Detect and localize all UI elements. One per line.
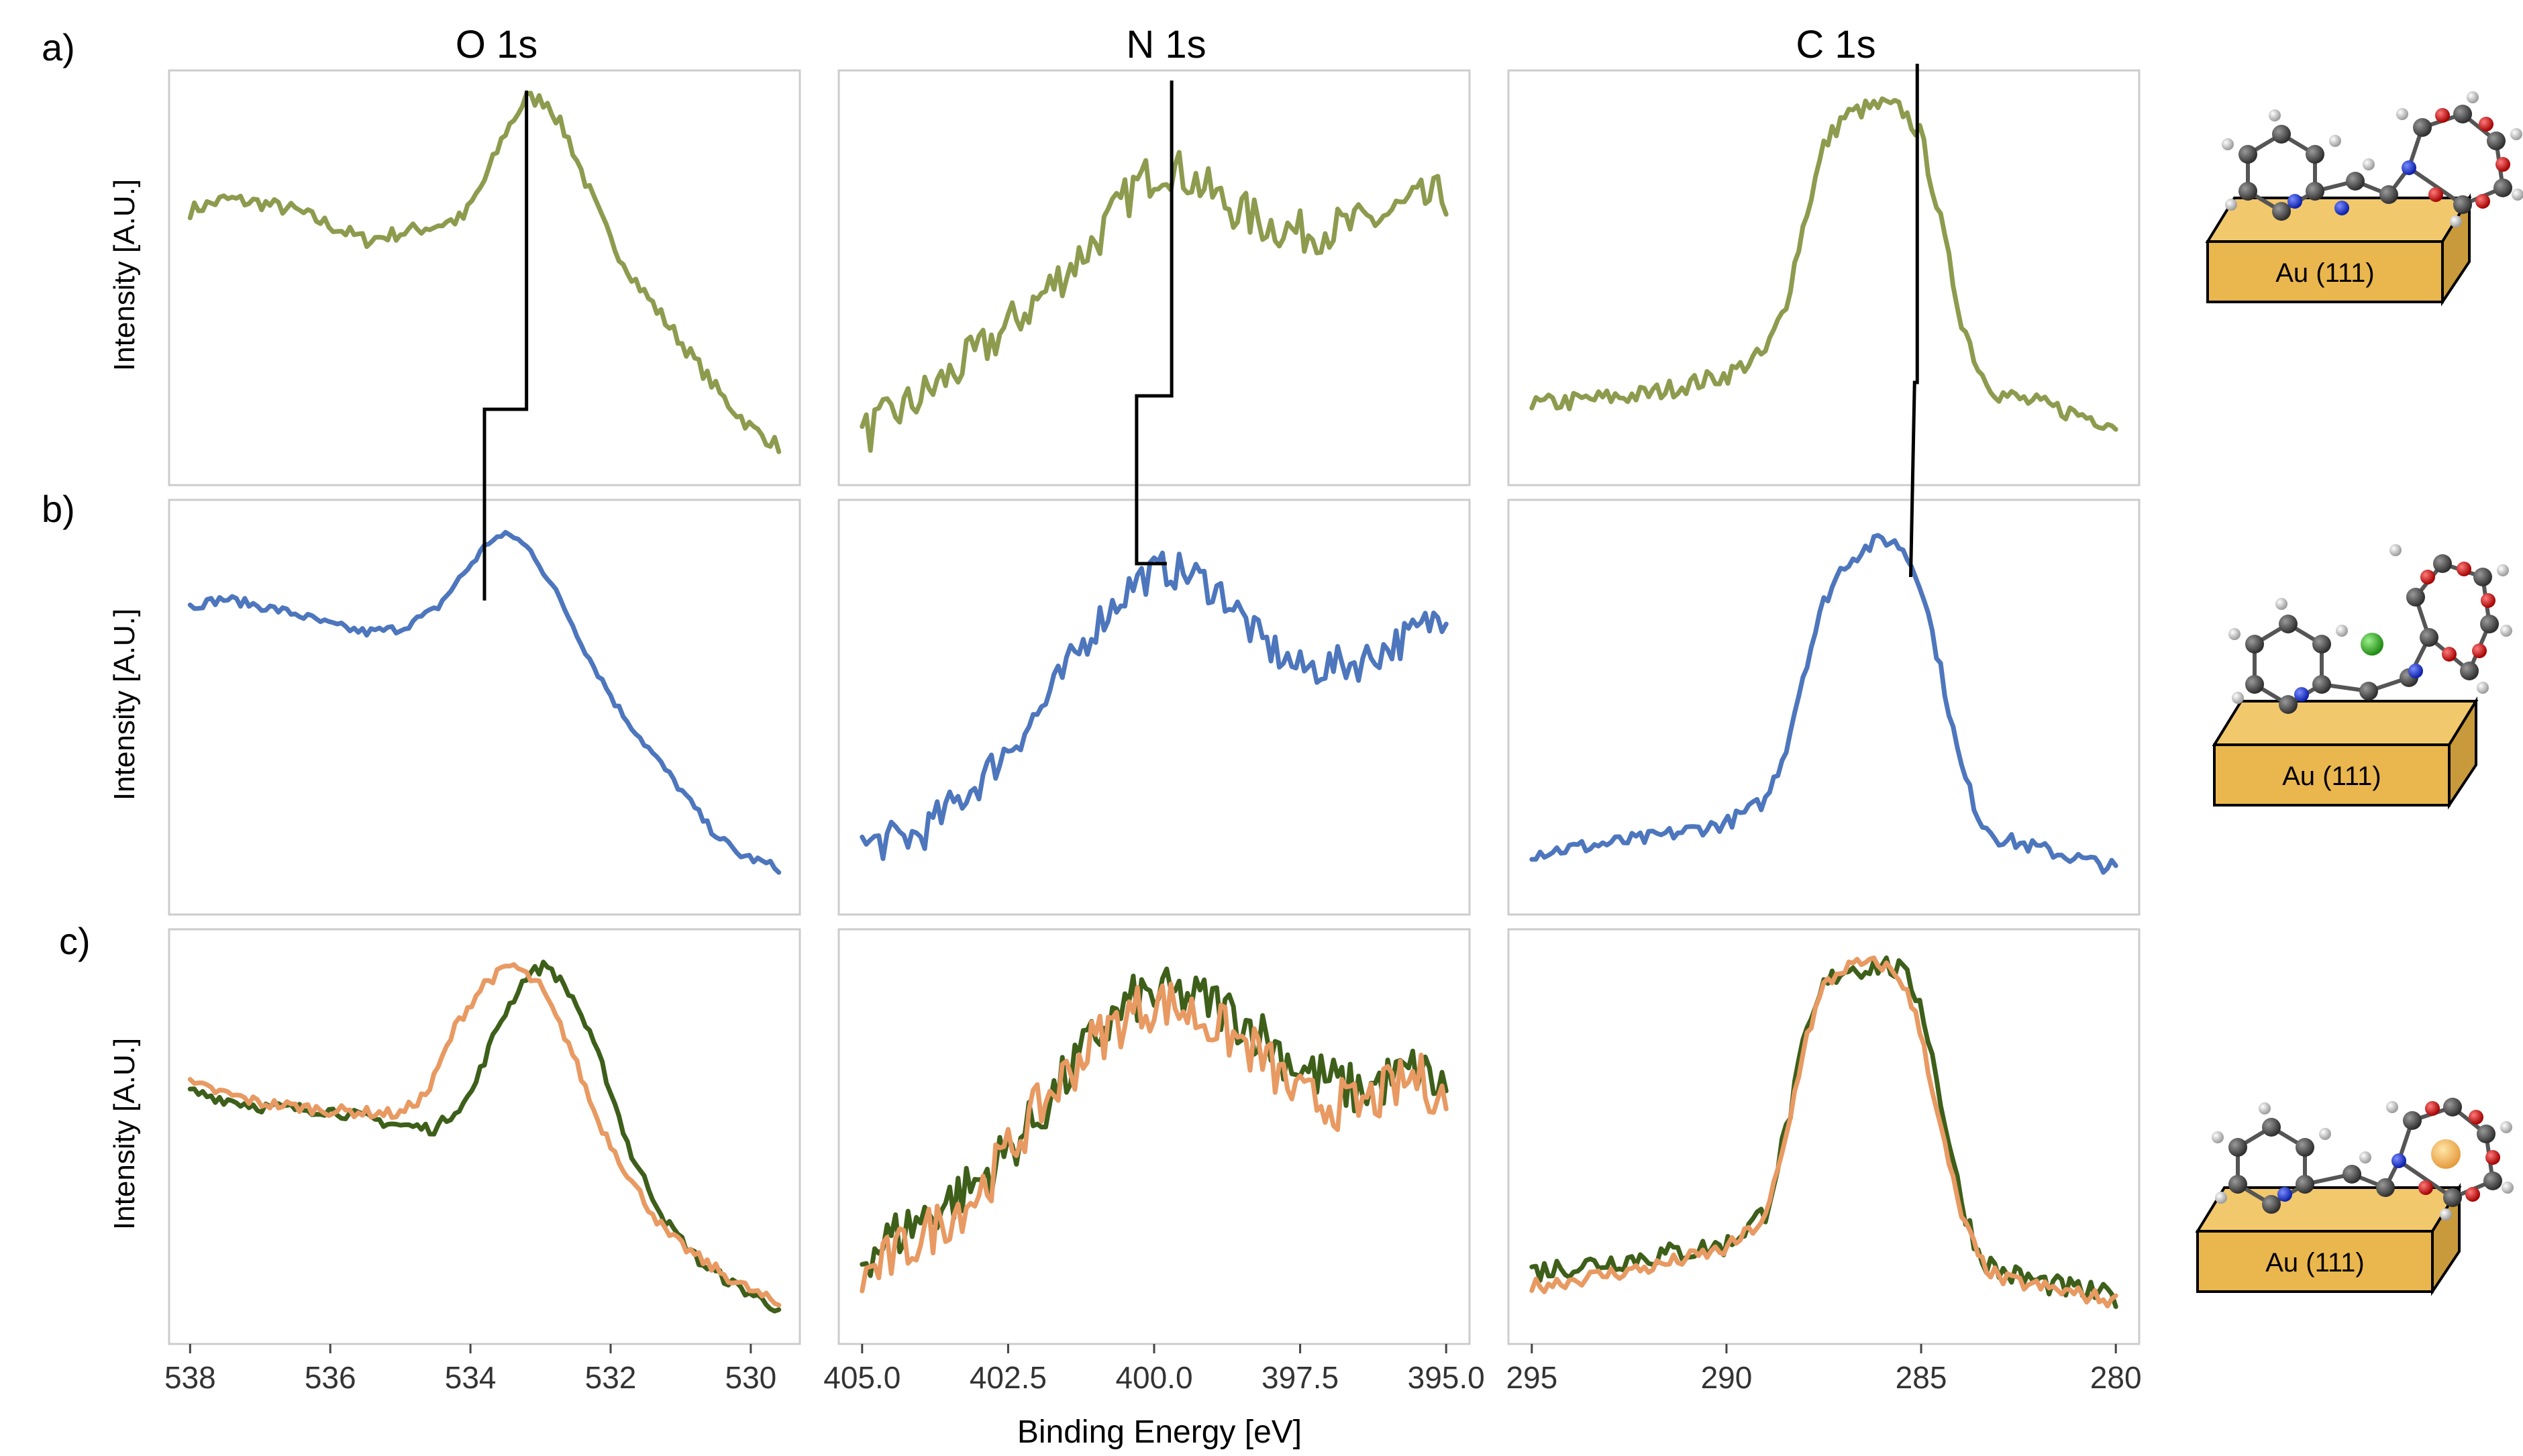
x-tick-label-c-C1s-2: 285 bbox=[1896, 1360, 1947, 1395]
x-tick-label-c-O1s-0: 538 bbox=[164, 1360, 216, 1395]
series-line-c-N1s-1 bbox=[860, 981, 1449, 1294]
column-title-o1s: O 1s bbox=[456, 23, 538, 66]
gold-substrate-b: Au (111) bbox=[2212, 696, 2479, 810]
row-label-a: a) bbox=[42, 26, 75, 68]
x-tick-label-c-C1s-3: 280 bbox=[2090, 1360, 2142, 1395]
series-line-c-N1s-0 bbox=[860, 966, 1449, 1278]
substrate-label-c: Au (111) bbox=[2265, 1248, 2364, 1278]
y-axis-label-b: Intensity [A.U.] bbox=[108, 609, 141, 800]
frame-b-n1s bbox=[837, 499, 1471, 916]
x-axis-label: Binding Energy [eV] bbox=[1017, 1414, 1302, 1450]
atoms-c bbox=[2212, 1098, 2514, 1220]
x-tick-label-c-O1s-1: 536 bbox=[305, 1360, 356, 1395]
series-line-c-O1s-1 bbox=[187, 962, 782, 1308]
series-line-b-C1s-0 bbox=[1529, 533, 2118, 875]
x-tick-label-c-N1s-2: 400.0 bbox=[1115, 1360, 1192, 1395]
substrate-label-a: Au (111) bbox=[2275, 258, 2374, 288]
column-title-n1s: N 1s bbox=[1126, 23, 1206, 66]
series-line-a-C1s-0 bbox=[1529, 96, 2118, 432]
substrate-label-b: Au (111) bbox=[2282, 762, 2381, 791]
x-tick-label-c-C1s-0: 295 bbox=[1506, 1360, 1557, 1395]
shift-marker-0 bbox=[482, 91, 529, 601]
molecule-panel-a: Au (111) bbox=[2205, 91, 2523, 307]
gold-substrate-c: Au (111) bbox=[2195, 1182, 2462, 1296]
y-axis-label-c: Intensity [A.U.] bbox=[108, 1038, 141, 1230]
panel-frames bbox=[168, 69, 2141, 1345]
series-line-c-O1s-0 bbox=[187, 959, 782, 1314]
atoms-a bbox=[2222, 91, 2523, 227]
series-line-b-N1s-0 bbox=[860, 550, 1449, 862]
frame-b-c1s bbox=[1507, 499, 2141, 916]
x-tick-label-c-N1s-3: 397.5 bbox=[1262, 1360, 1339, 1395]
x-tick-label-c-O1s-2: 534 bbox=[445, 1360, 497, 1395]
series-line-c-C1s-1 bbox=[1529, 955, 2118, 1309]
x-tick-label-c-O1s-4: 530 bbox=[725, 1360, 777, 1395]
x-tick-label-c-C1s-1: 290 bbox=[1701, 1360, 1753, 1395]
column-title-c1s: C 1s bbox=[1796, 23, 1875, 66]
series-line-a-N1s-0 bbox=[860, 150, 1449, 453]
shift-marker-1 bbox=[1135, 81, 1174, 566]
frame-c-o1s bbox=[168, 928, 801, 1345]
molecule-panel-c: Au (111) bbox=[2195, 1098, 2514, 1296]
frame-a-c1s bbox=[1507, 69, 2141, 486]
series-line-a-O1s-0 bbox=[187, 91, 782, 454]
x-tick-label-c-N1s-4: 395.0 bbox=[1408, 1360, 1485, 1395]
row-label-c: c) bbox=[59, 920, 91, 962]
series-layer bbox=[187, 91, 2118, 1314]
frame-c-n1s bbox=[837, 928, 1471, 1345]
x-tick-label-c-N1s-0: 405.0 bbox=[823, 1360, 900, 1395]
x-tick-label-c-O1s-3: 532 bbox=[585, 1360, 637, 1395]
atoms-b bbox=[2228, 544, 2512, 714]
frame-a-n1s bbox=[837, 69, 1471, 486]
molecule-panel-b: Au (111) bbox=[2212, 544, 2512, 810]
shift-marker-2 bbox=[1908, 64, 1919, 578]
x-tick-label-c-N1s-1: 402.5 bbox=[970, 1360, 1047, 1395]
row-label-b: b) bbox=[42, 488, 75, 530]
y-axis-label-a: Intensity [A.U.] bbox=[108, 179, 141, 371]
x-tick-layer: 538 536 534 532 530 405.0 402.5 400.0 397.5 395.0… bbox=[164, 1344, 2142, 1395]
shift-marker-layer bbox=[482, 64, 1919, 601]
